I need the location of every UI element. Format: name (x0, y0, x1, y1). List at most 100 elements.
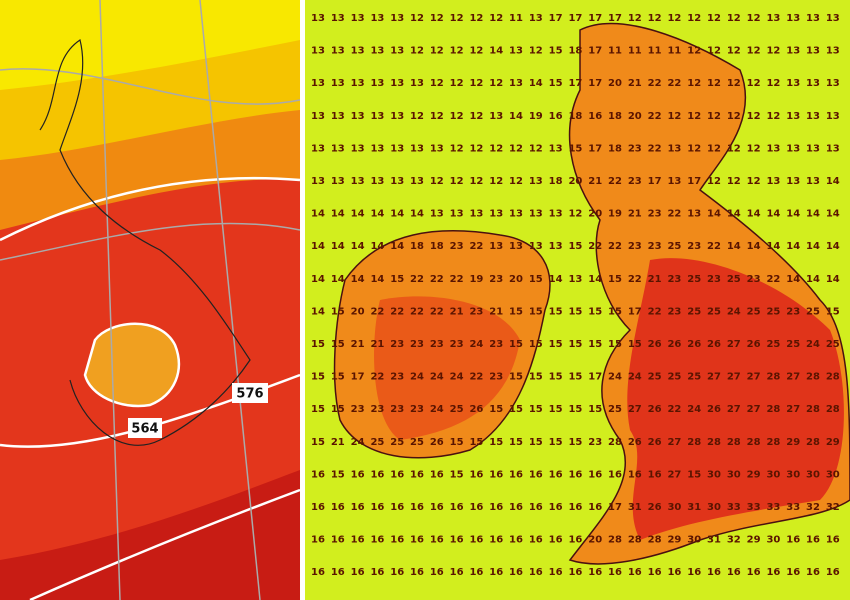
temperature-value: 13 (509, 46, 523, 57)
temperature-value: 16 (568, 567, 582, 578)
temperature-value: 14 (331, 241, 345, 252)
temperature-value: 24 (351, 437, 365, 448)
temperature-value: 22 (667, 404, 681, 415)
temperature-value: 18 (608, 143, 622, 154)
temperature-value: 22 (628, 274, 642, 285)
temperature-value: 13 (529, 176, 543, 187)
temperature-value: 14 (826, 274, 840, 285)
temperature-value: 13 (766, 176, 780, 187)
temperature-value: 28 (707, 437, 721, 448)
temperature-value: 16 (568, 535, 582, 546)
temperature-value: 13 (806, 176, 820, 187)
temperature-value: 15 (331, 404, 345, 415)
temperature-value: 29 (667, 535, 681, 546)
temperature-value: 14 (489, 46, 503, 57)
temperature-value: 13 (806, 46, 820, 57)
temperature-value: 12 (529, 46, 543, 57)
temperature-value: 27 (786, 404, 800, 415)
temperature-value: 14 (826, 176, 840, 187)
temperature-value: 23 (648, 241, 662, 252)
temperature-value: 15 (568, 372, 582, 383)
temperature-value: 17 (648, 176, 662, 187)
temperature-value: 25 (450, 404, 464, 415)
temperature-value: 30 (826, 469, 840, 480)
temperature-value: 16 (529, 469, 543, 480)
temperature-value: 13 (331, 46, 345, 57)
temperature-value: 16 (311, 502, 325, 513)
temperature-value: 13 (390, 111, 404, 122)
temperature-value: 14 (727, 209, 741, 220)
temperature-value: 16 (786, 567, 800, 578)
temperature-value: 19 (529, 111, 543, 122)
temperature-value: 16 (351, 567, 365, 578)
temperature-value: 13 (489, 111, 503, 122)
temperature-value: 15 (529, 274, 543, 285)
temperature-value: 16 (568, 469, 582, 480)
temperature-value: 15 (549, 372, 563, 383)
temperature-value: 13 (786, 111, 800, 122)
temperature-value: 16 (806, 535, 820, 546)
divider (300, 0, 305, 600)
temperature-value: 24 (450, 372, 464, 383)
temperature-value: 18 (410, 241, 424, 252)
temperature-value: 24 (410, 372, 424, 383)
temperature-value: 13 (826, 143, 840, 154)
temperature-value: 22 (390, 306, 404, 317)
temperature-value: 15 (568, 241, 582, 252)
temperature-value: 15 (311, 404, 325, 415)
temperature-value: 12 (727, 78, 741, 89)
temperature-value: 29 (747, 469, 761, 480)
temperature-value: 15 (509, 404, 523, 415)
temperature-value: 16 (588, 502, 602, 513)
temperature-value: 14 (331, 209, 345, 220)
temperature-value: 22 (588, 241, 602, 252)
temperature-value: 19 (469, 274, 483, 285)
temperature-value: 17 (628, 306, 642, 317)
temperature-value: 13 (331, 111, 345, 122)
temperature-value: 13 (351, 143, 365, 154)
temperature-value: 12 (727, 46, 741, 57)
temperature-value: 12 (410, 111, 424, 122)
temperature-value: 26 (747, 339, 761, 350)
temperature-value: 12 (687, 111, 701, 122)
temperature-value: 21 (588, 176, 602, 187)
temperature-grid: 13 13 13 13 13 12 12 12 12 12 11 13 17 17 17 17 12 12 12 12… (311, 13, 840, 578)
temperature-value: 13 (529, 13, 543, 24)
temperature-value: 21 (450, 306, 464, 317)
temperature-value: 25 (687, 306, 701, 317)
temperature-value: 13 (806, 111, 820, 122)
temperature-value: 22 (469, 372, 483, 383)
temperature-value: 23 (469, 306, 483, 317)
temperature-value: 14 (549, 274, 563, 285)
temperature-value: 18 (568, 46, 582, 57)
temperature-value: 28 (826, 372, 840, 383)
temperature-value: 23 (390, 372, 404, 383)
temperature-value: 20 (628, 111, 642, 122)
temperature-value: 13 (529, 241, 543, 252)
temperature-value: 13 (509, 78, 523, 89)
temperature-value: 22 (766, 274, 780, 285)
temperature-value: 12 (450, 13, 464, 24)
temperature-value: 16 (687, 567, 701, 578)
temperature-value: 16 (311, 567, 325, 578)
temperature-value: 13 (410, 78, 424, 89)
temperature-value: 12 (430, 111, 444, 122)
coastline (333, 22, 850, 565)
temperature-value: 28 (747, 437, 761, 448)
temperature-value: 21 (351, 339, 365, 350)
temperature-value: 16 (489, 535, 503, 546)
temperature-value: 12 (707, 143, 721, 154)
temperature-value: 12 (707, 13, 721, 24)
temperature-value: 16 (648, 567, 662, 578)
temperature-value: 16 (370, 535, 384, 546)
temperature-value: 14 (806, 274, 820, 285)
temperature-value: 15 (331, 339, 345, 350)
temperature-value: 12 (489, 143, 503, 154)
temperature-value: 14 (766, 209, 780, 220)
temperature-value: 17 (608, 502, 622, 513)
temperature-value: 15 (549, 437, 563, 448)
temperature-value: 13 (370, 46, 384, 57)
temperature-value: 22 (370, 372, 384, 383)
temperature-value: 16 (370, 502, 384, 513)
temperature-value: 22 (430, 274, 444, 285)
